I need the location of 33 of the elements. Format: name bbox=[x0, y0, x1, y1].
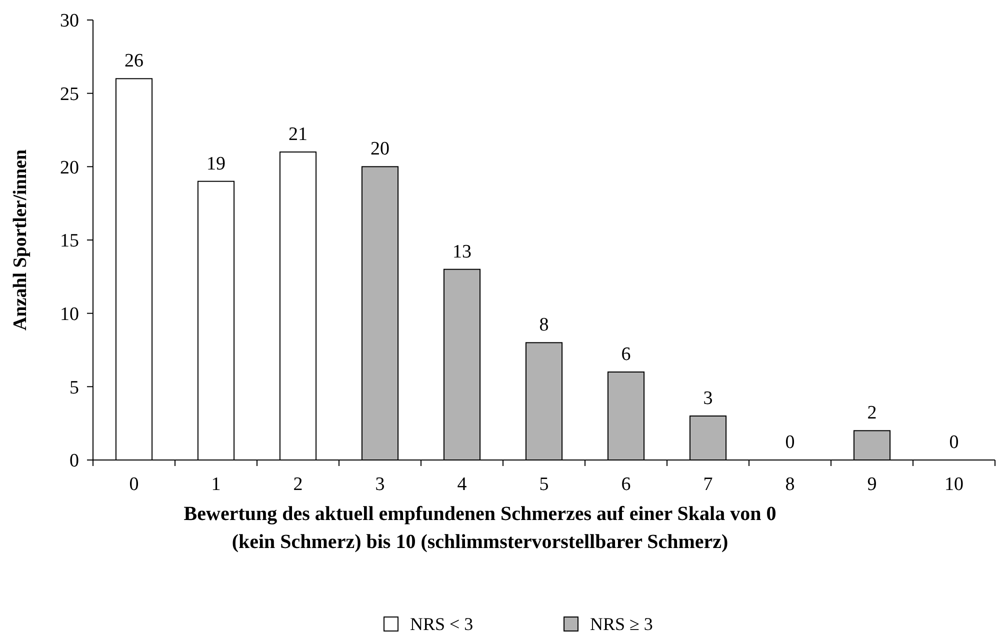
x-tick-label: 5 bbox=[539, 474, 549, 495]
data-label: 8 bbox=[539, 314, 549, 336]
y-tick-label: 30 bbox=[60, 10, 79, 32]
legend-label: NRS ≥ 3 bbox=[590, 614, 653, 634]
x-tick-label: 1 bbox=[211, 474, 221, 495]
data-label: 13 bbox=[452, 241, 472, 262]
legend-label: NRS < 3 bbox=[410, 614, 474, 634]
data-label: 20 bbox=[370, 138, 390, 160]
y-tick-label: 20 bbox=[60, 157, 79, 178]
y-tick-label: 0 bbox=[70, 450, 79, 472]
y-tick-label: 25 bbox=[60, 84, 79, 105]
x-tick-label: 6 bbox=[621, 474, 631, 495]
data-label: 3 bbox=[703, 388, 713, 409]
x-tick-label: 4 bbox=[457, 474, 468, 495]
y-tick-label: 15 bbox=[60, 230, 79, 252]
x-tick-label: 9 bbox=[867, 474, 877, 495]
x-tick-label: 10 bbox=[944, 474, 964, 495]
x-tick-label: 8 bbox=[785, 474, 795, 495]
y-axis-title: Anzahl Sportler/innen bbox=[10, 149, 31, 331]
data-label: 19 bbox=[206, 153, 226, 174]
data-label: 26 bbox=[124, 50, 144, 72]
data-label: 2 bbox=[867, 402, 877, 424]
x-tick-label: 0 bbox=[129, 474, 139, 495]
x-tick-label: 2 bbox=[293, 474, 303, 495]
data-label: 21 bbox=[288, 124, 308, 145]
data-label: 0 bbox=[949, 432, 959, 453]
data-label: 6 bbox=[621, 344, 631, 365]
x-tick-label: 7 bbox=[703, 474, 713, 495]
x-tick-label: 3 bbox=[375, 474, 385, 495]
x-axis-title: Bewertung des aktuell empfundenen Schmerzes auf einer Skala von 0 (kein Schmerz) bis 10 (schlimmstervorstellbarer Schmerz) bbox=[184, 503, 776, 553]
y-tick-label: 10 bbox=[60, 304, 79, 325]
data-label: 0 bbox=[785, 432, 795, 453]
y-tick-label: 5 bbox=[70, 377, 79, 398]
